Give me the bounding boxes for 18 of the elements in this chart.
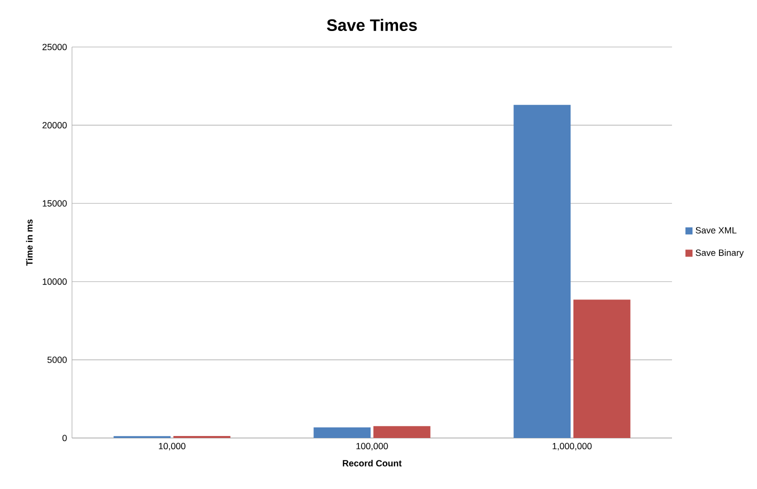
bar (514, 104, 571, 438)
bar (573, 300, 630, 438)
x-tick-label: 100,000 (356, 442, 388, 450)
x-axis-title: Record Count (342, 460, 402, 466)
y-tick-label: 0 (62, 434, 67, 442)
y-tick-label: 5000 (47, 356, 67, 363)
y-tick-label: 20000 (42, 122, 67, 128)
y-tick-label: 15000 (42, 200, 67, 207)
bar (373, 426, 430, 438)
y-tick-label: 10000 (42, 278, 67, 285)
x-tick-label: 10,000 (158, 442, 186, 450)
legend-label: Save XML (696, 227, 736, 234)
y-tick-label: 25000 (42, 44, 67, 50)
legend-label: Save Binary (696, 249, 744, 258)
y-axis-title: Time in ms (26, 219, 33, 266)
bar (314, 427, 371, 438)
x-tick-label: 1,000,000 (552, 442, 592, 450)
chart-title: Save Times (326, 18, 417, 32)
